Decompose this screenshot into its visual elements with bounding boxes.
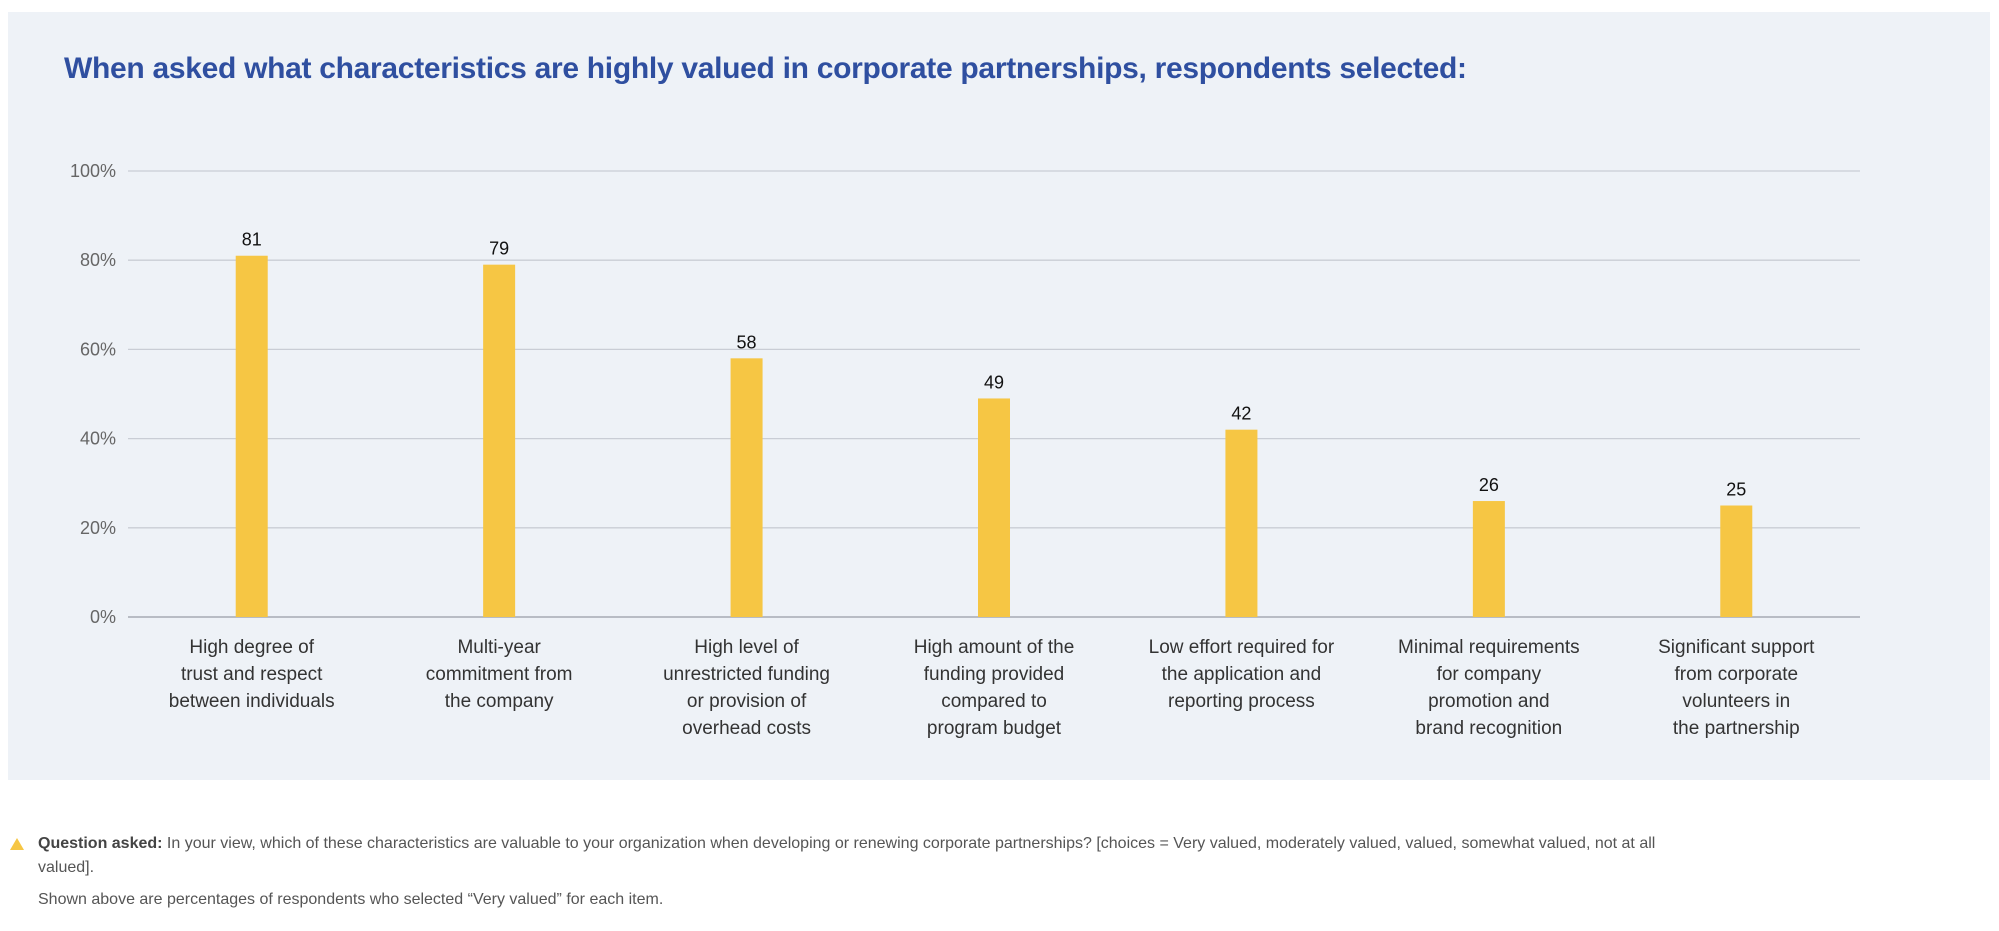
bar bbox=[978, 398, 1010, 617]
data-label: 42 bbox=[1231, 404, 1251, 424]
data-label: 79 bbox=[489, 239, 509, 259]
x-category-label: High amount of the funding provided compar… bbox=[874, 634, 1114, 742]
category-label-line: trust and respect bbox=[180, 664, 323, 685]
category-label-line: brand recognition bbox=[1415, 718, 1563, 739]
category-label-line: High level of bbox=[694, 637, 799, 658]
bar bbox=[1720, 505, 1753, 617]
data-label: 49 bbox=[984, 372, 1004, 392]
category-label-line: overhead costs bbox=[682, 718, 811, 739]
category-label-line: between individuals bbox=[168, 691, 335, 712]
category-label-line: the partnership bbox=[1672, 718, 1800, 739]
category-label-line: High amount of the bbox=[913, 637, 1075, 658]
question-note: Question asked: In your view, which of t… bbox=[38, 832, 1658, 880]
category-label-line: reporting process bbox=[1168, 691, 1315, 712]
y-tick-label: 20% bbox=[80, 518, 116, 538]
chart-title: When asked what characteristics are high… bbox=[64, 52, 1467, 85]
warning-triangle-icon bbox=[10, 838, 24, 850]
category-label-line: from corporate bbox=[1674, 664, 1799, 685]
x-category-label: Multi-year commitment from the company bbox=[379, 634, 619, 715]
category-label-line: Significant support bbox=[1658, 637, 1815, 658]
x-category-label: High level of unrestricted funding or prov… bbox=[627, 634, 867, 742]
y-tick-label: 100% bbox=[70, 161, 116, 181]
category-label-line: the application and bbox=[1161, 664, 1322, 685]
category-label-line: the company bbox=[444, 691, 554, 712]
x-category-label: Low effort required for the application a… bbox=[1121, 634, 1361, 715]
category-label-line: Minimal requirements bbox=[1398, 637, 1580, 658]
bar bbox=[483, 264, 516, 617]
chart-panel bbox=[8, 12, 1990, 780]
y-tick-label: 40% bbox=[80, 429, 116, 449]
x-category-label: High degree of trust and respect between i… bbox=[132, 634, 372, 715]
question-text: In your view, which of these characteris… bbox=[38, 835, 1656, 876]
category-label-line: promotion and bbox=[1428, 691, 1550, 712]
category-label-line: program budget bbox=[926, 718, 1062, 739]
data-label: 25 bbox=[1726, 480, 1746, 500]
y-tick-label: 0% bbox=[90, 607, 116, 627]
bar bbox=[1225, 429, 1258, 617]
category-label-line: volunteers in bbox=[1682, 691, 1791, 712]
y-tick-label: 60% bbox=[80, 339, 116, 359]
data-label: 81 bbox=[242, 230, 262, 250]
x-category-label: Minimal requirements for company promotion… bbox=[1369, 634, 1609, 742]
question-label: Question asked: bbox=[38, 835, 163, 852]
category-label-line: commitment from bbox=[425, 664, 573, 685]
y-tick-label: 80% bbox=[80, 250, 116, 270]
category-label-line: for company bbox=[1436, 664, 1542, 685]
bar bbox=[730, 358, 763, 617]
category-label-line: or provision of bbox=[686, 691, 807, 712]
category-label-line: Low effort required for bbox=[1148, 637, 1335, 658]
bar-chart: 0% 20% 40% 60% 80% 100% 81 79 58 49 42 26 25 bbox=[70, 161, 1860, 627]
data-label: 58 bbox=[737, 332, 757, 352]
bar bbox=[235, 255, 268, 618]
category-label-line: Multi-year bbox=[457, 637, 541, 658]
category-label-line: unrestricted funding bbox=[663, 664, 830, 685]
category-label-line: compared to bbox=[941, 691, 1047, 712]
data-label: 26 bbox=[1479, 475, 1499, 495]
footnote: Question asked: In your view, which of t… bbox=[38, 832, 1658, 912]
bar bbox=[1472, 501, 1505, 617]
category-label-line: High degree of bbox=[189, 637, 315, 658]
x-category-label: Significant support from corporate volunte… bbox=[1616, 634, 1856, 742]
shown-note: Shown above are percentages of responden… bbox=[38, 891, 664, 908]
category-label-line: funding provided bbox=[923, 664, 1065, 685]
